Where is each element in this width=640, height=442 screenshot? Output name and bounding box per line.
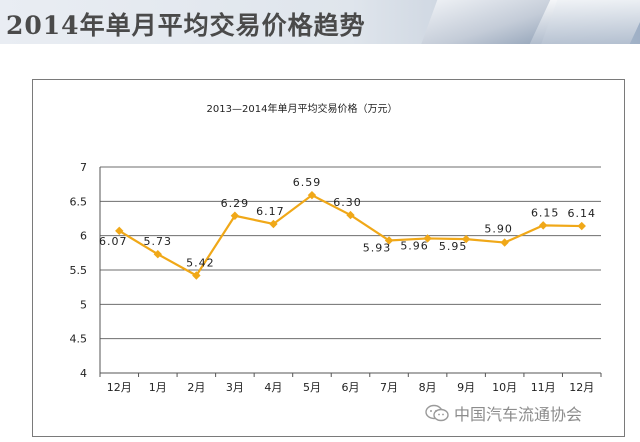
watermark: 中国汽车流通协会: [424, 401, 582, 425]
data-point: [192, 271, 201, 280]
data-point: [346, 210, 355, 220]
y-tick-label: 6.5: [70, 195, 88, 208]
data-label: 6.14: [567, 207, 596, 220]
data-label: 6.59: [293, 176, 322, 189]
data-label: 6.15: [531, 206, 560, 219]
data-label: 5.90: [484, 223, 513, 236]
data-label: 5.96: [400, 239, 429, 252]
data-label: 5.73: [144, 235, 173, 248]
x-tick-label: 9月: [457, 381, 475, 394]
y-tick-label: 4: [80, 367, 87, 380]
data-label: 6.17: [256, 205, 285, 218]
data-point: [423, 234, 432, 243]
y-tick-label: 6: [80, 230, 87, 243]
x-tick-label: 11月: [531, 381, 556, 394]
watermark-text: 中国汽车流通协会: [454, 405, 583, 424]
data-point: [500, 238, 509, 247]
x-tick-label: 7月: [380, 381, 398, 394]
y-axis: 4 4.5 5 5.5 6 6.5 7: [70, 161, 88, 380]
y-tick-label: 5: [80, 298, 87, 311]
data-point: [230, 211, 240, 220]
data-point: [269, 219, 278, 229]
x-tick-label: 4月: [264, 381, 282, 394]
data-point: [384, 236, 394, 245]
x-tick-label: 3月: [226, 381, 244, 394]
data-points: [115, 190, 586, 280]
data-label: 5.93: [363, 241, 392, 254]
x-tick-label: 1月: [149, 381, 167, 394]
x-tick-label: 6月: [342, 381, 360, 394]
data-point: [577, 221, 586, 231]
y-tick-label: 5.5: [70, 264, 88, 277]
x-tick-label: 12月: [569, 381, 594, 394]
chart-title: 2013—2014年单月平均交易价格（万元）: [207, 102, 398, 115]
x-tick-label: 5月: [303, 381, 321, 394]
x-tick-label: 12月: [107, 381, 132, 394]
x-tick-label: 2月: [187, 381, 205, 394]
x-tick-label: 8月: [419, 381, 437, 394]
data-point: [538, 221, 548, 230]
data-label: 6.30: [333, 196, 362, 209]
data-label: 5.42: [186, 256, 215, 269]
data-labels: 6.07 5.73 5.42 6.29 6.17 6.59 6.30 5.93 5.96 5.95…: [99, 176, 596, 269]
data-label: 6.07: [99, 235, 128, 248]
y-tick-label: 4.5: [70, 333, 88, 346]
data-point: [115, 226, 124, 236]
grid-lines: [99, 166, 601, 374]
data-label: 5.95: [439, 240, 468, 253]
data-label: 6.29: [221, 197, 250, 210]
x-axis: 12月 1月 2月 3月 4月 5月 6月 7月 8月 9月 10月 11月 12月: [99, 373, 602, 394]
chart-frame: [32, 79, 625, 437]
header-banner: 2014年单月平均交易价格趋势: [0, 0, 640, 44]
y-tick-label: 7: [80, 161, 87, 174]
page-title: 2014年单月平均交易价格趋势: [6, 11, 366, 40]
x-tick-label: 10月: [492, 381, 517, 394]
data-point: [153, 250, 163, 259]
wechat-icon: [424, 404, 450, 422]
data-point: [461, 234, 471, 244]
data-point: [307, 190, 317, 200]
